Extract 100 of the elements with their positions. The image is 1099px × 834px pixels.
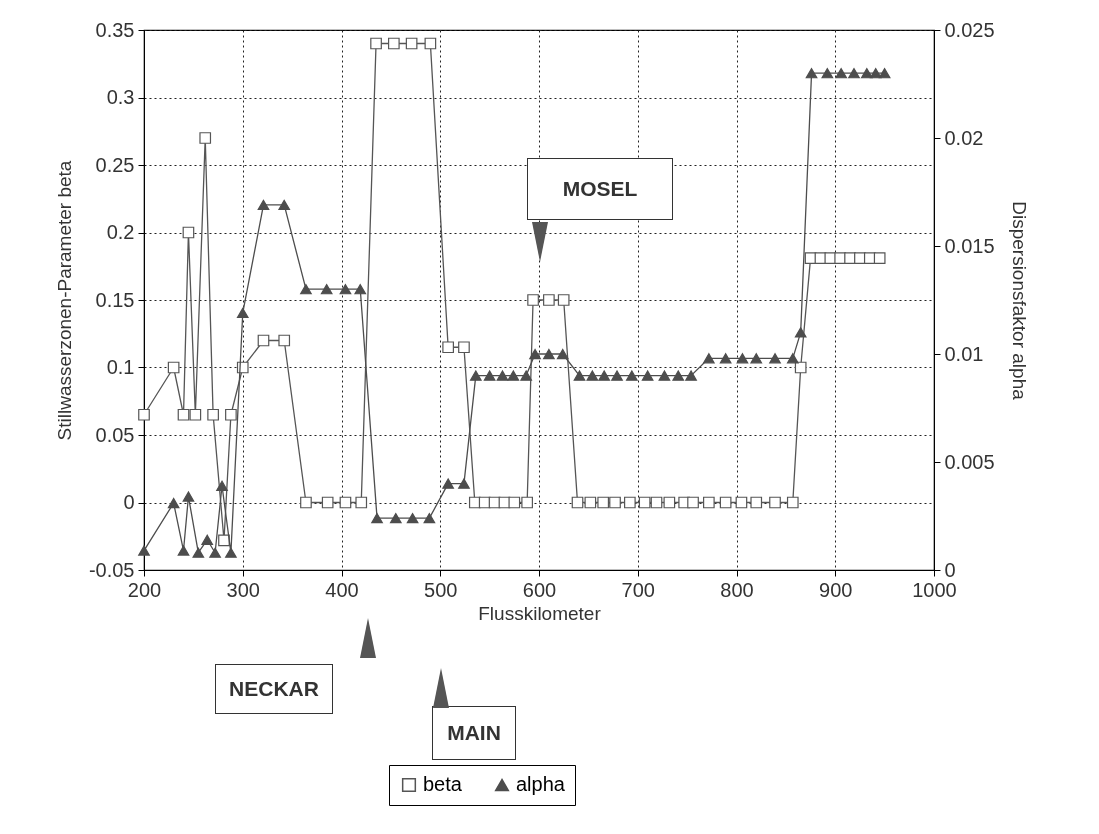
- y2-tick-label: 0.025: [944, 18, 995, 41]
- y-tick-label: 0.3: [106, 86, 135, 108]
- point: [750, 353, 763, 364]
- point: [794, 361, 807, 374]
- point: [182, 226, 195, 239]
- point: [257, 199, 270, 211]
- y-tick-label: 0.25: [95, 153, 135, 176]
- x-tick-label: 900: [819, 578, 853, 601]
- point: [520, 370, 533, 381]
- point: [199, 132, 212, 144]
- point: [571, 496, 584, 509]
- point: [216, 480, 228, 491]
- point: [641, 370, 654, 381]
- point: [625, 370, 638, 381]
- point: [609, 496, 621, 509]
- point: [873, 252, 886, 264]
- y2-tick-label: 0.015: [944, 234, 995, 257]
- point: [835, 68, 848, 79]
- point: [663, 496, 676, 509]
- point: [685, 370, 697, 381]
- point: [257, 334, 270, 347]
- point: [611, 370, 623, 381]
- point: [167, 497, 180, 509]
- x-tick-label: 300: [226, 578, 260, 601]
- x-tick-label: 400: [325, 578, 359, 601]
- legend-label: alpha: [516, 773, 566, 795]
- point: [339, 496, 352, 509]
- point: [182, 491, 195, 502]
- point: [278, 334, 291, 347]
- point: [442, 341, 454, 354]
- point: [736, 353, 749, 364]
- legend-label: beta: [423, 773, 463, 795]
- point: [320, 284, 333, 295]
- point: [573, 370, 586, 381]
- point: [167, 361, 180, 374]
- point: [658, 370, 671, 381]
- point: [719, 496, 732, 509]
- y-tick-label: 0.2: [106, 221, 135, 243]
- x-tick-label: 1000: [912, 578, 957, 601]
- point: [848, 68, 860, 79]
- point: [389, 513, 402, 524]
- y-axis-title: Stillwasserzonen-Parameter beta: [53, 160, 75, 441]
- y2-tick-label: 0.01: [944, 342, 984, 365]
- point: [521, 496, 533, 509]
- point: [543, 294, 555, 306]
- point: [869, 68, 882, 79]
- point: [529, 348, 541, 360]
- point: [177, 545, 190, 556]
- y-tick-label: 0: [123, 491, 135, 513]
- y2-tick-label: 0.02: [944, 126, 984, 149]
- x-axis-title: Flusskilometer: [478, 602, 602, 624]
- y2-tick-label: 0: [944, 558, 956, 581]
- point: [138, 408, 150, 421]
- callout-box: MOSEL: [527, 158, 673, 220]
- point: [218, 534, 230, 547]
- point: [624, 496, 636, 509]
- x-tick-label: 500: [424, 578, 458, 601]
- point: [387, 37, 400, 50]
- point: [483, 370, 496, 381]
- point: [750, 496, 763, 509]
- point: [557, 294, 570, 306]
- point: [650, 496, 663, 509]
- point: [821, 68, 834, 79]
- point: [405, 37, 418, 50]
- point: [300, 496, 312, 509]
- y-tick-label: 0.35: [95, 18, 135, 41]
- point: [719, 353, 732, 364]
- point: [687, 496, 699, 509]
- point: [805, 68, 818, 79]
- point: [597, 496, 610, 509]
- y2-axis-title: Dispersionsfaktor alpha: [1008, 201, 1030, 401]
- point: [339, 284, 352, 295]
- y-tick-label: 0.05: [95, 423, 135, 446]
- annotation: MOSEL: [562, 177, 638, 201]
- x-tick-label: 600: [522, 578, 557, 601]
- point: [207, 408, 219, 421]
- point: [878, 68, 891, 79]
- point: [138, 545, 150, 556]
- point: [469, 370, 482, 381]
- point: [225, 408, 237, 421]
- callout-box: MAIN: [432, 706, 516, 760]
- x-tick-label: 200: [127, 578, 162, 601]
- point: [177, 408, 190, 421]
- y-tick-label: -0.05: [88, 558, 135, 581]
- point: [786, 353, 799, 364]
- point: [236, 307, 249, 319]
- point: [321, 496, 334, 509]
- point: [371, 513, 383, 524]
- point: [794, 327, 807, 338]
- y-tick-label: 0.15: [95, 288, 135, 311]
- point: [458, 478, 470, 489]
- point: [584, 496, 597, 509]
- point: [586, 370, 599, 381]
- point: [424, 37, 437, 50]
- point: [638, 496, 651, 509]
- point: [458, 341, 470, 354]
- point: [300, 284, 312, 295]
- x-tick-label: 800: [720, 578, 754, 601]
- point: [527, 294, 539, 306]
- point: [598, 370, 611, 381]
